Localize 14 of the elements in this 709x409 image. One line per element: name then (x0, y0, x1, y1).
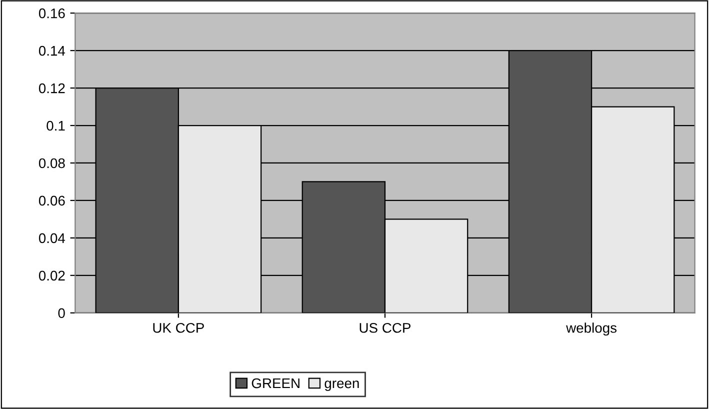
y-tick-label: 0.08 (38, 158, 65, 168)
y-tick-label: 0 (58, 308, 65, 318)
y-tick-label: 0.06 (38, 196, 65, 206)
y-tick-label: 0.1 (46, 120, 65, 131)
y-tick-label: 0.12 (38, 83, 65, 94)
legend-label: GREEN (252, 378, 300, 388)
y-tick-label: 0.16 (38, 8, 65, 18)
y-tick-label: 0.04 (38, 233, 66, 244)
y-tick-label: 0.14 (38, 46, 66, 56)
y-tick-label: 0.02 (38, 270, 65, 281)
legend-label: green (324, 380, 359, 391)
x-tick-label: weblogs (566, 322, 617, 336)
x-tick-label: UK CCP (153, 322, 204, 333)
x-tick-label: US CCP (360, 322, 410, 333)
